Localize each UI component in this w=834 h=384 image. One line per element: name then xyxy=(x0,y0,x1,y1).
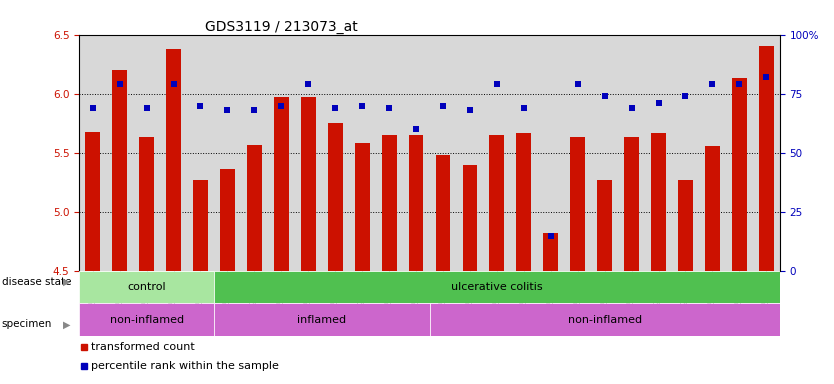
Bar xyxy=(220,169,235,271)
Bar xyxy=(214,271,780,303)
Bar xyxy=(463,165,477,271)
Text: transformed count: transformed count xyxy=(92,341,195,351)
Bar xyxy=(113,70,127,271)
Text: control: control xyxy=(128,282,166,292)
Bar xyxy=(247,145,262,271)
Text: non-inflamed: non-inflamed xyxy=(109,314,183,324)
Text: non-inflamed: non-inflamed xyxy=(568,314,641,324)
Bar xyxy=(409,135,424,271)
Bar xyxy=(678,180,693,271)
Text: ulcerative colitis: ulcerative colitis xyxy=(451,282,543,292)
Bar xyxy=(597,180,612,271)
Text: specimen: specimen xyxy=(2,319,52,329)
Bar xyxy=(516,133,531,271)
Bar xyxy=(328,123,343,271)
Bar xyxy=(544,233,558,271)
Text: percentile rank within the sample: percentile rank within the sample xyxy=(92,361,279,371)
Bar xyxy=(435,155,450,271)
Text: ▶: ▶ xyxy=(63,277,71,287)
Bar xyxy=(732,78,746,271)
Text: inflamed: inflamed xyxy=(297,314,346,324)
Text: ▶: ▶ xyxy=(63,319,71,329)
Bar xyxy=(166,49,181,271)
Text: GDS3119 / 213073_at: GDS3119 / 213073_at xyxy=(205,20,358,33)
Bar xyxy=(274,97,289,271)
Bar xyxy=(85,132,100,271)
Bar xyxy=(624,137,639,271)
Text: disease state: disease state xyxy=(2,277,71,287)
Bar xyxy=(490,135,505,271)
Bar xyxy=(79,303,214,336)
Bar xyxy=(759,46,774,271)
Bar xyxy=(382,135,396,271)
Bar xyxy=(354,143,369,271)
Bar xyxy=(193,180,208,271)
Bar xyxy=(651,133,666,271)
Bar xyxy=(79,271,214,303)
Bar xyxy=(430,303,780,336)
Bar xyxy=(139,137,154,271)
Bar xyxy=(570,137,585,271)
Bar xyxy=(214,303,430,336)
Bar xyxy=(301,97,315,271)
Bar xyxy=(705,146,720,271)
